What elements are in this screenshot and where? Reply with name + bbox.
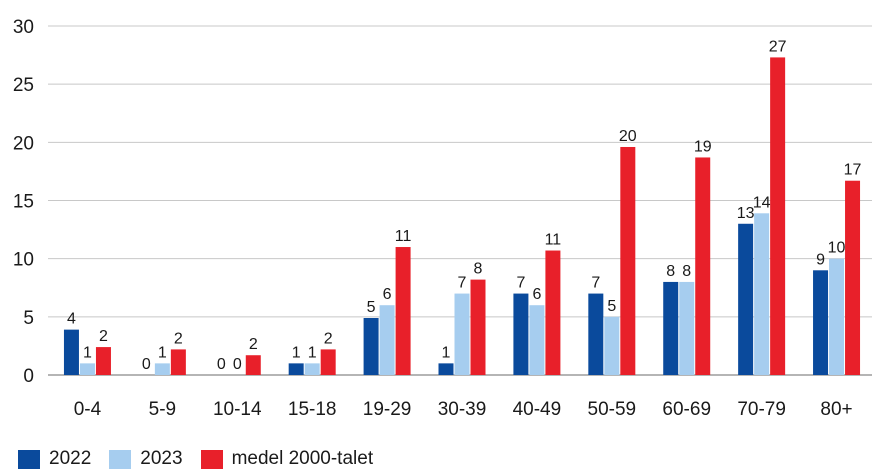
x-category-label: 50-59 [588,399,637,420]
bar [813,270,829,375]
y-tick-label: 20 [13,133,34,154]
legend-label-2022: 2022 [49,448,92,469]
y-tick-label: 10 [13,250,34,271]
data-label: 7 [458,275,467,292]
x-category-label: 5-9 [149,399,176,420]
legend-swatch-2022 [18,449,40,469]
data-label: 14 [753,194,771,211]
bar [245,355,261,375]
bar [470,279,486,375]
data-label: 8 [474,261,483,278]
data-label: 27 [769,38,787,55]
bar [513,293,529,375]
y-tick-label: 15 [13,192,34,213]
bar [620,146,636,375]
bar [170,349,186,375]
x-category-label: 60-69 [662,399,711,420]
bar [529,305,545,375]
x-category-label: 30-39 [438,399,487,420]
legend-item-medel: medel 2000-talet [200,448,374,470]
bar [604,316,620,375]
y-tick-label: 0 [23,366,34,387]
data-label: 1 [442,344,451,361]
data-label: 11 [395,228,412,245]
data-label: 2 [174,330,183,347]
data-label: 0 [217,356,226,373]
data-label: 19 [694,138,712,155]
bar [588,293,604,375]
data-label: 7 [591,275,600,292]
data-label: 9 [816,251,825,268]
data-label: 2 [249,336,258,353]
data-label: 13 [737,205,755,222]
data-label: 6 [383,286,392,303]
data-label: 6 [532,286,541,303]
bar [770,57,786,375]
legend-label-medel: medel 2000-talet [231,448,374,469]
x-category-label: 70-79 [737,399,786,420]
bar [395,247,411,375]
bar [845,180,861,375]
data-label: 2 [99,328,108,345]
bar [379,305,395,375]
bar [63,329,79,375]
data-label: 0 [142,356,151,373]
data-label: 2 [324,330,333,347]
bar [738,223,754,375]
y-tick-label: 25 [13,75,34,96]
data-label: 1 [158,344,167,361]
x-category-label: 19-29 [363,399,412,420]
data-label: 5 [607,298,616,315]
data-label: 5 [367,299,376,316]
bar [829,258,845,375]
bar [679,281,695,375]
bar [320,349,336,375]
bar [288,363,304,375]
bar [438,363,454,375]
x-category-label: 15-18 [288,399,337,420]
x-axis-categories: 0-4 5-9 10-14 15-18 19-29 30-39 40-49 50-59 60-6… [74,399,853,420]
data-label: 1 [308,344,317,361]
y-axis-ticks: 0 5 10 15 20 25 30 [13,17,34,387]
legend-swatch-medel [200,449,223,469]
legend: 2022 2023 medel 2000-talet [18,448,391,470]
y-tick-label: 30 [13,17,34,38]
data-label: 10 [828,240,846,257]
data-label: 7 [516,275,525,292]
data-label: 20 [619,128,637,145]
bar [95,347,111,375]
data-label: 0 [233,356,242,373]
legend-label-2023: 2023 [140,448,183,469]
bar [695,157,711,375]
x-category-label: 10-14 [213,399,262,420]
y-tick-label: 5 [23,308,34,329]
data-label: 11 [545,232,562,249]
bar [545,250,561,375]
x-category-label: 40-49 [513,399,562,420]
bar [79,363,95,375]
legend-swatch-2023 [109,449,132,469]
data-label: 8 [682,263,691,280]
data-label: 1 [292,344,301,361]
gridlines [48,25,872,376]
bar [304,363,320,375]
bar [154,363,170,375]
bars [63,57,861,375]
legend-item-2023: 2023 [109,448,183,470]
data-label: 17 [844,162,862,179]
bar [454,293,470,375]
bar [663,281,679,375]
data-label: 8 [666,263,675,280]
bar [754,213,770,375]
data-label: 1 [83,344,92,361]
data-label: 4 [67,311,76,328]
x-category-label: 0-4 [74,399,102,420]
legend-item-2022: 2022 [18,448,91,470]
bar [363,317,379,375]
x-category-label: 80+ [820,399,852,420]
